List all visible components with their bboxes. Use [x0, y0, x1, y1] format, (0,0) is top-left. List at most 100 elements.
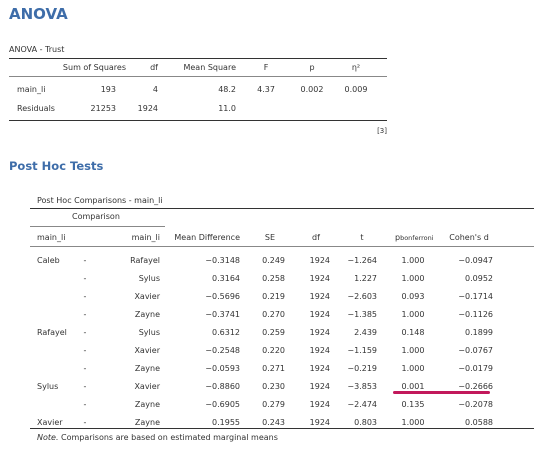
row-se: 0.219	[262, 292, 285, 301]
row-mean-difference: −0.0593	[205, 364, 240, 373]
posthoc-header-df: df	[312, 233, 320, 242]
anova-header-eta: η²	[351, 63, 361, 72]
row-group-1: Caleb	[37, 256, 60, 265]
row-group-2: Xavier	[134, 382, 160, 391]
posthoc-header-mean-difference: Mean Difference	[174, 233, 240, 242]
row-cohens-d: −0.2666	[458, 382, 493, 391]
row-p: 1.000	[401, 310, 425, 319]
row-p: 0.001	[401, 382, 425, 391]
anova-table-top-rule	[9, 58, 387, 59]
anova-header-df: df	[150, 63, 158, 72]
row-se: 0.220	[262, 346, 285, 355]
p-subscript: bonferroni	[400, 234, 434, 242]
row-df: 1924	[309, 328, 330, 337]
posthoc-header-rule	[30, 246, 534, 247]
row-p: 1.000	[401, 418, 425, 427]
row-dash: -	[83, 364, 87, 373]
anova-header-p: p	[309, 63, 315, 72]
row-group-2: Rafayel	[130, 256, 160, 265]
row-dash: -	[83, 328, 87, 337]
row-df: 1924	[309, 400, 330, 409]
row-se: 0.243	[262, 418, 285, 427]
row-dash: -	[83, 400, 87, 409]
anova-header-f: F	[263, 63, 269, 72]
row-dash: -	[83, 310, 87, 319]
row-mean-difference: −0.6905	[205, 400, 240, 409]
row-t: −2.474	[347, 400, 377, 409]
posthoc-header-se: SE	[264, 233, 276, 242]
anova-row-ss: 21253	[90, 104, 116, 113]
row-group-2: Zayne	[134, 400, 160, 409]
row-t: 1.227	[354, 274, 377, 283]
row-p: 1.000	[401, 346, 425, 355]
anova-header-ms: Mean Square	[183, 63, 236, 72]
anova-header-ss: Sum of Squares	[62, 63, 126, 72]
row-mean-difference: −0.5696	[205, 292, 240, 301]
posthoc-table-caption: Post Hoc Comparisons - main_li	[37, 196, 163, 205]
row-t: −1.264	[347, 256, 377, 265]
row-se: 0.259	[262, 328, 285, 337]
row-dash: -	[83, 418, 87, 427]
row-p: 0.093	[401, 292, 425, 301]
posthoc-header-t: t	[360, 233, 364, 242]
row-cohens-d: 0.0952	[465, 274, 493, 283]
row-group-2: Zayne	[134, 364, 160, 373]
row-p: 1.000	[401, 256, 425, 265]
row-df: 1924	[309, 256, 330, 265]
row-t: −0.219	[347, 364, 377, 373]
row-se: 0.271	[262, 364, 285, 373]
posthoc-header-main-li-2: main_li	[131, 233, 160, 242]
row-t: 0.803	[354, 418, 377, 427]
row-t: −2.603	[347, 292, 377, 301]
row-df: 1924	[309, 274, 330, 283]
row-se: 0.279	[262, 400, 285, 409]
row-group-1: Sylus	[37, 382, 59, 391]
posthoc-heading: Post Hoc Tests	[9, 159, 104, 173]
anova-footnote: [3]	[377, 127, 387, 135]
row-cohens-d: −0.1714	[458, 292, 493, 301]
anova-row-label: main_li	[17, 85, 46, 94]
row-df: 1924	[309, 346, 330, 355]
anova-row-ms: 48.2	[218, 85, 236, 94]
row-t: 2.439	[354, 328, 377, 337]
row-p: 0.135	[401, 400, 425, 409]
row-group-2: Sylus	[138, 328, 160, 337]
row-df: 1924	[309, 292, 330, 301]
row-t: −1.159	[347, 346, 377, 355]
row-cohens-d: 0.1899	[465, 328, 493, 337]
row-cohens-d: −0.0947	[458, 256, 493, 265]
row-t: −1.385	[347, 310, 377, 319]
posthoc-header-p-bonferroni: pbonferroni	[395, 233, 434, 242]
p-label: p	[395, 233, 401, 242]
highlight-underline	[393, 391, 490, 394]
row-df: 1924	[309, 310, 330, 319]
row-dash: -	[83, 274, 87, 283]
posthoc-note: Note. Comparisons are based on estimated…	[37, 433, 278, 442]
row-group-2: Sylus	[138, 274, 160, 283]
anova-row-eta: 0.009	[344, 85, 368, 94]
row-group-1: Xavier	[37, 418, 63, 427]
row-dash: -	[83, 346, 87, 355]
posthoc-table-top-rule	[30, 208, 534, 209]
row-mean-difference: 0.1955	[212, 418, 240, 427]
row-mean-difference: −0.2548	[205, 346, 240, 355]
anova-table-caption: ANOVA - Trust	[9, 45, 65, 54]
row-dash: -	[83, 292, 87, 301]
row-se: 0.249	[262, 256, 285, 265]
row-dash: -	[83, 382, 87, 391]
row-cohens-d: −0.1126	[458, 310, 493, 319]
row-mean-difference: −0.3148	[205, 256, 240, 265]
posthoc-header-main-li-1: main_li	[37, 233, 66, 242]
row-group-2: Zayne	[134, 310, 160, 319]
note-label: Note.	[37, 433, 59, 442]
row-cohens-d: −0.2078	[458, 400, 493, 409]
comparison-group-header: Comparison	[72, 212, 120, 221]
row-cohens-d: 0.0588	[465, 418, 493, 427]
row-p: 1.000	[401, 274, 425, 283]
anova-table-bottom-rule	[9, 120, 387, 121]
row-mean-difference: 0.6312	[212, 328, 240, 337]
row-group-2: Xavier	[134, 292, 160, 301]
row-group-1: Rafayel	[37, 328, 67, 337]
anova-row-label: Residuals	[17, 104, 55, 113]
comparison-group-rule	[30, 226, 165, 227]
